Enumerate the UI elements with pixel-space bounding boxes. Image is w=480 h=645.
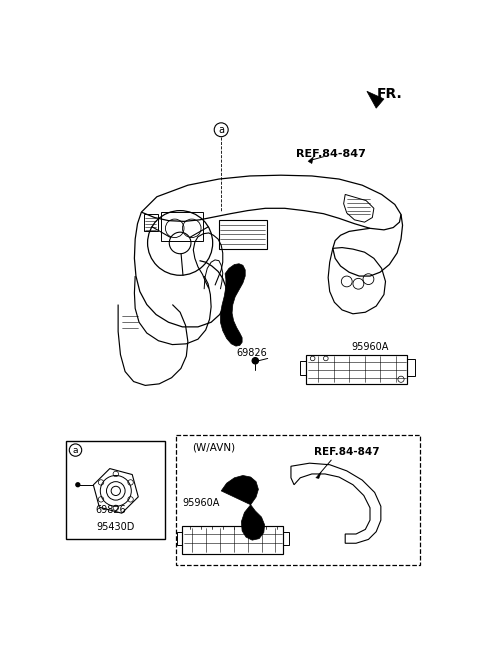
Circle shape	[252, 358, 258, 364]
Text: 95960A: 95960A	[182, 498, 220, 508]
Bar	[144, 214, 157, 232]
Bar	[300, 361, 306, 375]
Text: 95430D: 95430D	[96, 522, 135, 532]
Text: (W/AVN): (W/AVN)	[192, 442, 235, 453]
Text: 69826: 69826	[96, 505, 126, 515]
Polygon shape	[316, 472, 321, 479]
Text: 95960A: 95960A	[351, 342, 389, 352]
Bar	[283, 533, 288, 545]
Bar	[407, 359, 415, 376]
Text: 69826: 69826	[237, 348, 267, 358]
Polygon shape	[308, 157, 313, 164]
Bar	[161, 212, 204, 241]
Polygon shape	[220, 264, 245, 346]
Text: REF.84-847: REF.84-847	[314, 448, 380, 457]
Bar	[66, 441, 166, 539]
Circle shape	[76, 483, 80, 487]
Polygon shape	[367, 91, 384, 108]
Polygon shape	[221, 475, 264, 540]
Bar	[306, 355, 407, 384]
Text: a: a	[73, 446, 78, 455]
Bar	[182, 526, 283, 554]
Bar	[176, 435, 420, 565]
Text: REF.84-847: REF.84-847	[296, 150, 366, 159]
Text: a: a	[218, 124, 224, 135]
Bar	[219, 220, 267, 249]
Bar	[177, 533, 182, 545]
Text: FR.: FR.	[376, 87, 402, 101]
